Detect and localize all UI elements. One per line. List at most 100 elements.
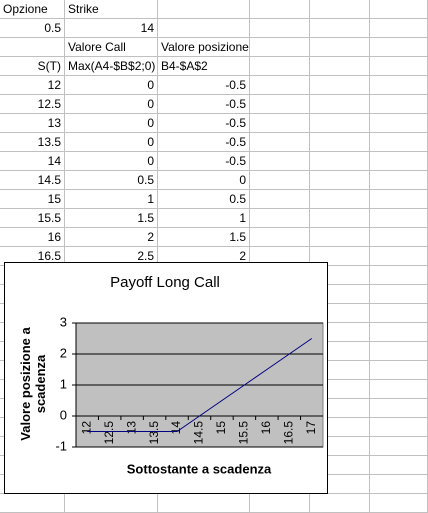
cell	[250, 171, 310, 190]
cell: 1	[65, 190, 158, 209]
cell	[370, 171, 428, 190]
cell	[370, 19, 428, 38]
cell	[370, 228, 428, 247]
chart-svg: Payoff Long Call Sottostante a scadenza …	[55, 274, 324, 476]
cell: 12.5	[0, 95, 65, 114]
cell: B4-$A$2	[158, 57, 250, 76]
cell	[370, 323, 428, 342]
cell	[310, 114, 370, 133]
cell	[310, 266, 370, 285]
cell	[310, 437, 370, 456]
cell: 0	[65, 133, 158, 152]
cell: 0	[65, 76, 158, 95]
cell	[370, 418, 428, 437]
cell	[310, 456, 370, 475]
cell: -0.5	[158, 95, 250, 114]
data-line	[87, 338, 313, 432]
cell: 1.5	[65, 209, 158, 228]
y-tick-label: 1	[60, 376, 67, 391]
cell: 0	[65, 152, 158, 171]
cell: 0	[65, 114, 158, 133]
cell: 1.5	[158, 228, 250, 247]
cell	[158, 494, 250, 513]
cell: Max(A4-$B$2;0)	[65, 57, 158, 76]
chart-title: Payoff Long Call	[110, 274, 220, 291]
cell	[310, 190, 370, 209]
cell	[310, 475, 370, 494]
cell	[370, 247, 428, 266]
cell: 0.5	[158, 190, 250, 209]
cell	[158, 0, 250, 19]
cell	[370, 114, 428, 133]
cell: 2	[65, 228, 158, 247]
cell	[370, 76, 428, 95]
cell: 0	[65, 95, 158, 114]
y-tick-label: 0	[60, 407, 67, 422]
cell: 12	[0, 76, 65, 95]
cell	[370, 361, 428, 380]
cell: -0.5	[158, 152, 250, 171]
cell: 0	[158, 171, 250, 190]
cell	[370, 190, 428, 209]
cell: 13	[0, 114, 65, 133]
cell: 15.5	[0, 209, 65, 228]
cell: 13.5	[0, 133, 65, 152]
cell	[250, 95, 310, 114]
cell	[370, 285, 428, 304]
cell: 16	[0, 228, 65, 247]
x-tick-label: 16	[259, 421, 273, 435]
cell	[370, 209, 428, 228]
cell	[370, 0, 428, 19]
cell	[0, 38, 65, 57]
cell	[310, 494, 370, 513]
cell	[310, 19, 370, 38]
cell	[158, 19, 250, 38]
cell	[310, 76, 370, 95]
cell	[310, 95, 370, 114]
chart: Payoff Long Call Sottostante a scadenza …	[4, 262, 328, 494]
cell	[370, 95, 428, 114]
cell	[370, 38, 428, 57]
cell	[370, 133, 428, 152]
cell	[250, 0, 310, 19]
cell	[370, 57, 428, 76]
cell	[310, 361, 370, 380]
cell: 0.5	[0, 19, 65, 38]
y-tick-label: 2	[60, 345, 67, 360]
cell	[250, 494, 310, 513]
cell	[370, 399, 428, 418]
cell	[310, 342, 370, 361]
cell	[250, 190, 310, 209]
cell	[310, 38, 370, 57]
x-tick-label: 17	[304, 421, 318, 435]
cell: 1	[158, 209, 250, 228]
x-tick-label: 12	[79, 421, 93, 435]
cell	[370, 494, 428, 513]
x-tick-label: 12.5	[102, 421, 116, 445]
cell	[310, 380, 370, 399]
cell	[250, 209, 310, 228]
cell: 14	[0, 152, 65, 171]
cell	[250, 19, 310, 38]
cell	[310, 304, 370, 323]
cell: 14.5	[0, 171, 65, 190]
cell: -0.5	[158, 76, 250, 95]
cell: 15	[0, 190, 65, 209]
y-axis-label: Valore posizione a scadenza	[18, 327, 48, 441]
cell	[370, 475, 428, 494]
cell	[310, 323, 370, 342]
x-tick-label: 14	[169, 421, 183, 435]
x-tick-label: 13	[124, 421, 138, 435]
cell: -0.5	[158, 133, 250, 152]
cell	[370, 342, 428, 361]
cell	[250, 133, 310, 152]
x-tick-label: 14.5	[192, 421, 206, 445]
y-tick-label: 3	[60, 314, 67, 329]
cell	[310, 247, 370, 266]
cell	[310, 209, 370, 228]
cell	[370, 304, 428, 323]
cell	[250, 57, 310, 76]
cell	[310, 418, 370, 437]
cell	[310, 285, 370, 304]
